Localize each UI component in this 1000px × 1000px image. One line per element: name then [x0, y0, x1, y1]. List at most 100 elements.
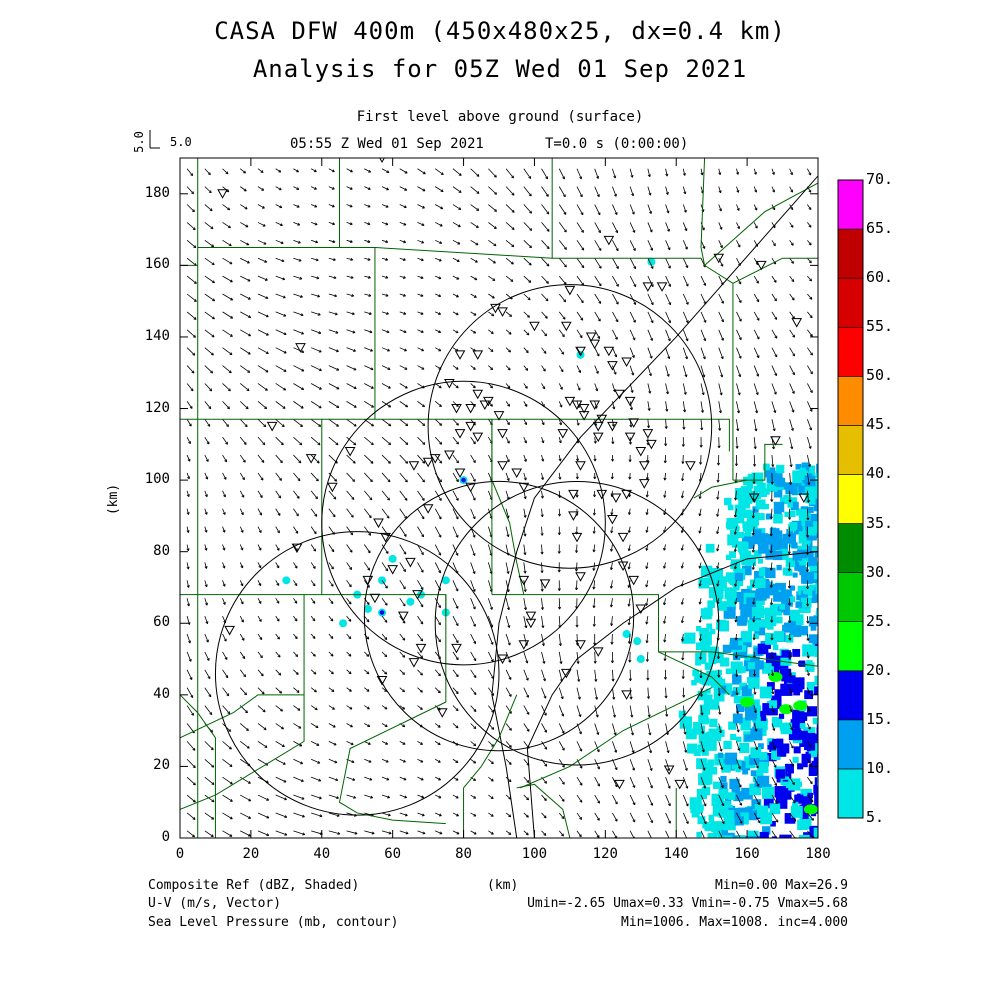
- wind-vector-head: [529, 245, 532, 249]
- station-marker: [564, 285, 576, 296]
- wind-vector: [257, 687, 265, 695]
- wind-vector: [558, 311, 566, 320]
- wind-vector: [275, 365, 287, 372]
- wind-vector: [611, 616, 613, 626]
- reflectivity-cell: [755, 600, 763, 607]
- wind-vector-head: [575, 550, 579, 553]
- wind-vector-head: [279, 205, 283, 209]
- wind-vector-head: [228, 728, 232, 732]
- wind-vector-head: [574, 568, 579, 572]
- wind-vector: [505, 383, 511, 389]
- wind-vector-head: [258, 601, 262, 604]
- wind-vector: [612, 741, 617, 753]
- wind-vector: [470, 293, 477, 298]
- wind-vector-head: [733, 514, 737, 518]
- wind-vector: [629, 329, 636, 341]
- wind-vector: [789, 687, 792, 694]
- reflectivity-cell: [737, 541, 749, 553]
- title-line1: CASA DFW 400m (450x480x25, dx=0.4 km): [214, 17, 786, 45]
- wind-vector: [576, 705, 581, 717]
- wind-vector: [718, 812, 725, 824]
- wind-vector-head: [610, 458, 615, 462]
- reflectivity-cell: [810, 750, 818, 758]
- wind-vector: [505, 705, 512, 714]
- wind-vector-head: [248, 333, 251, 337]
- wind-vector: [417, 311, 424, 315]
- wind-vector: [399, 508, 407, 519]
- wind-vector-head: [264, 406, 268, 410]
- wind-vector: [789, 812, 797, 822]
- wind-vector: [681, 490, 684, 499]
- wind-vector-head: [283, 313, 287, 317]
- wind-vector: [240, 329, 251, 337]
- wind-vector: [736, 437, 738, 449]
- wind-vector-head: [263, 241, 267, 245]
- wind-vector: [594, 651, 596, 664]
- wind-vector-head: [313, 531, 317, 535]
- station-marker: [642, 282, 654, 292]
- wind-vector: [417, 401, 425, 408]
- wind-vector: [275, 472, 282, 481]
- wind-vector: [505, 741, 512, 748]
- wind-vector-head: [318, 405, 322, 409]
- wind-vector-head: [738, 300, 742, 303]
- wind-vector: [257, 562, 262, 569]
- wind-vector-head: [242, 477, 245, 481]
- wind-vector: [452, 365, 459, 370]
- wind-vector: [488, 168, 497, 178]
- wind-vector: [736, 293, 742, 303]
- wind-vector: [434, 741, 441, 746]
- wind-vector: [541, 347, 547, 354]
- station-marker: [607, 361, 618, 371]
- wind-vector: [523, 401, 528, 407]
- wind-vector-head: [473, 312, 477, 316]
- wind-vector-head: [318, 349, 322, 353]
- wind-vector: [807, 168, 812, 176]
- wind-vector: [770, 508, 773, 519]
- wind-vector-head: [264, 277, 268, 281]
- wind-vector: [593, 544, 596, 553]
- wind-vector-head: [650, 820, 654, 824]
- wind-vector: [399, 615, 406, 624]
- wind-vector-head: [473, 743, 477, 747]
- wind-vector: [806, 705, 811, 712]
- wind-vector-head: [557, 551, 561, 554]
- wind-vector-head: [787, 568, 791, 572]
- wind-vector: [222, 705, 231, 715]
- wind-vector: [594, 329, 600, 339]
- county-boundary: [516, 783, 571, 838]
- wind-vector-head: [592, 531, 596, 534]
- station-marker: [465, 421, 476, 432]
- wind-vector: [612, 669, 614, 682]
- wind-vector-head: [774, 801, 778, 805]
- wind-vector-head: [557, 532, 561, 536]
- wind-vector-head: [630, 390, 634, 393]
- wind-vector: [576, 275, 584, 286]
- wind-vector: [523, 186, 532, 197]
- reflectivity-cell: [772, 530, 783, 541]
- wind-vector-head: [332, 706, 335, 710]
- wind-vector: [399, 562, 406, 572]
- wind-vector-head: [790, 189, 794, 193]
- reflectivity-cell: [702, 762, 713, 774]
- wind-vector-head: [384, 671, 388, 675]
- wind-vector-head: [282, 295, 286, 299]
- reflectivity-cell: [776, 564, 782, 571]
- wind-vector: [523, 240, 532, 249]
- wind-vector: [470, 544, 476, 556]
- reflectivity-cell: [804, 690, 814, 700]
- reflectivity-cell: [814, 686, 818, 695]
- wind-vector-head: [348, 688, 352, 692]
- wind-vector: [222, 776, 233, 785]
- wind-vector: [417, 776, 424, 781]
- wind-vector: [186, 544, 189, 551]
- wind-vector-head: [455, 552, 459, 556]
- wind-vector-head: [580, 317, 584, 321]
- wind-vector: [807, 741, 812, 748]
- wind-vector: [718, 741, 722, 752]
- wind-vector: [558, 329, 565, 338]
- wind-vector-head: [241, 637, 245, 641]
- wind-vector: [664, 651, 666, 661]
- wind-vector-head: [775, 819, 779, 823]
- wind-vector: [541, 168, 548, 180]
